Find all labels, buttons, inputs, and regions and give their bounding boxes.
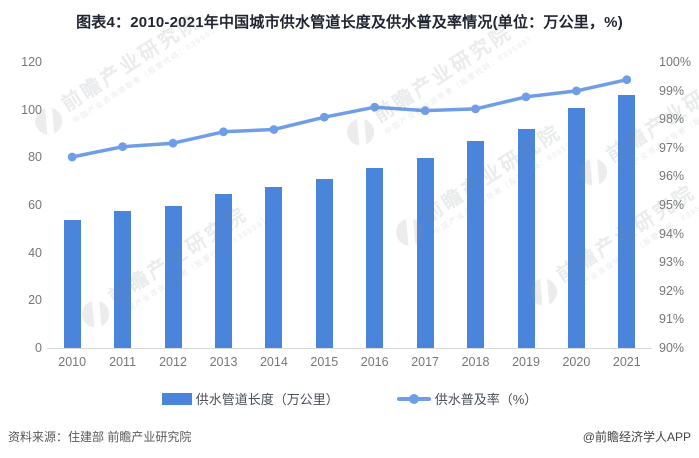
x-axis-tick-label: 2018 (461, 355, 490, 369)
y-axis-right-tick-label: 95% (659, 198, 685, 212)
bar-2016 (366, 168, 384, 348)
line-point-2010 (67, 152, 77, 162)
y-axis-right-tick-label: 90% (659, 341, 685, 355)
bar-series-swatch (161, 392, 192, 405)
bar-2020 (567, 108, 585, 348)
y-axis-left-tick-label: 0 (35, 341, 42, 355)
y-axis-right-tick-label: 97% (659, 140, 685, 155)
line-point-2012 (168, 138, 178, 148)
line-point-2018 (471, 104, 480, 114)
y-axis-left-tick-label: 60 (28, 198, 42, 212)
publisher-credit: @前瞻经济学人APP (582, 430, 691, 444)
y-axis-left-tick-label: 80 (28, 150, 42, 165)
line-point-2019 (521, 92, 531, 102)
bar-2015 (315, 179, 333, 348)
x-axis-tick-label: 2011 (109, 355, 137, 369)
y-axis-right-tick-label: 91% (659, 312, 685, 327)
x-axis-tick-label: 2021 (612, 355, 641, 369)
legend-label: 供水管道长度（万公里） (195, 392, 339, 407)
y-axis-left-tick-label: 120 (21, 55, 42, 69)
chart-title: 图表4：2010-2021年中国城市供水管道长度及供水普及率情况(单位：万公里，… (76, 14, 623, 31)
data-source-note: 资料来源：住建部 前瞻产业研究院 (8, 430, 192, 444)
y-axis-right-tick-label: 96% (659, 169, 685, 184)
y-axis-left-tick-label: 40 (28, 245, 42, 260)
x-axis-tick-label: 2013 (209, 355, 238, 369)
bar-2012 (164, 206, 182, 348)
legend: 供水管道长度（万公里） 供水普及率（%） (0, 389, 699, 408)
y-axis-right-tick-label: 92% (659, 283, 685, 298)
bar-2014 (265, 187, 283, 348)
line-path (70, 77, 629, 159)
line-point-2011 (118, 142, 127, 152)
line-series-swatch (396, 393, 431, 404)
x-axis-line (47, 348, 652, 349)
x-axis-tick-label: 2020 (562, 355, 591, 369)
y-axis-left-tick-label: 100 (21, 102, 42, 117)
y-axis-right-tick-label: 93% (659, 255, 685, 270)
bar-2010 (63, 220, 81, 348)
bar-2013 (215, 194, 232, 348)
bar-2011 (114, 211, 132, 348)
line-point-2020 (572, 86, 581, 96)
line-point-2021 (622, 75, 632, 85)
line-point-2015 (319, 112, 329, 122)
y-axis-right-tick-label: 100% (659, 55, 691, 69)
bar-2017 (416, 158, 434, 348)
y-axis-right-tick-label: 98% (659, 112, 685, 127)
line-point-2013 (219, 127, 228, 137)
legend-item-pipeline-length: 供水管道长度（万公里） (161, 389, 339, 408)
bar-2018 (467, 141, 484, 348)
x-axis-tick-label: 2019 (512, 355, 540, 369)
x-axis-tick-label: 2012 (159, 355, 187, 369)
x-axis-tick-label: 2017 (411, 355, 439, 369)
x-axis-tick-label: 2015 (310, 355, 339, 369)
bar-2019 (517, 129, 535, 348)
y-axis-right-tick-label: 99% (659, 83, 685, 98)
line-point-2016 (370, 102, 380, 112)
line-point-2017 (420, 106, 430, 115)
line-point-2014 (269, 125, 279, 134)
bar-2021 (618, 95, 636, 348)
legend-label: 供水普及率（%） (434, 392, 538, 407)
y-axis-right-tick-label: 94% (659, 226, 685, 241)
x-axis-tick-label: 2010 (58, 355, 87, 369)
y-axis-left-tick-label: 20 (28, 293, 42, 308)
x-axis-tick-label: 2016 (360, 355, 389, 369)
legend-item-coverage-rate: 供水普及率（%） (396, 389, 538, 408)
x-axis-tick-label: 2014 (259, 355, 288, 369)
